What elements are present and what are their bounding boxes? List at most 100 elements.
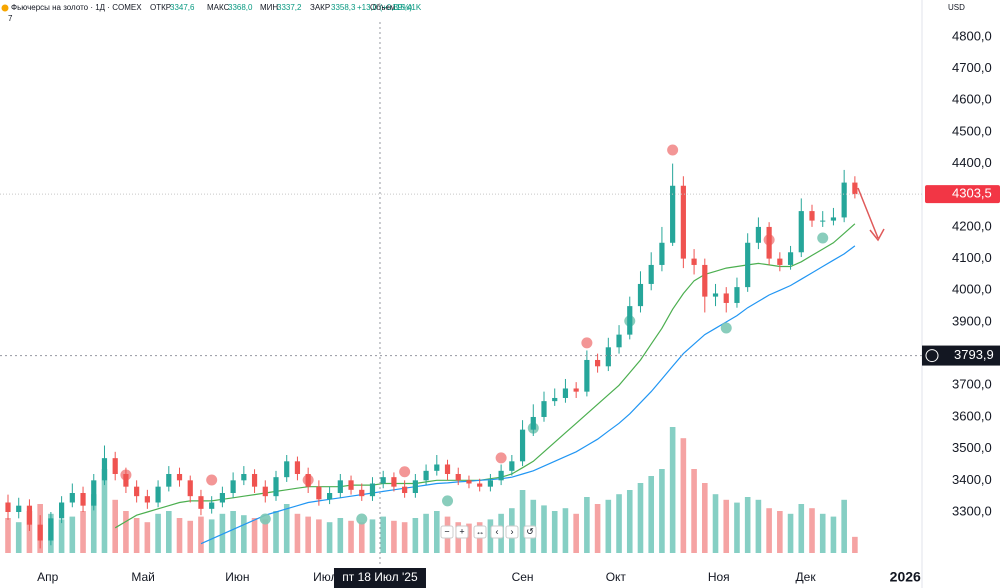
volume-bar [680,438,687,553]
candle-body [444,464,451,474]
signal-marker [581,337,593,349]
candle-body [166,473,172,487]
currency[interactable]: USD [948,3,965,12]
volume-bar [101,469,108,553]
candle-body [584,359,590,392]
candle-body [670,185,676,243]
volume-bar [251,518,258,553]
candle-body [337,480,343,493]
candle-body [573,388,579,392]
zoom-out-button[interactable] [440,525,454,539]
volume-bar [112,499,118,553]
candle-body [766,226,772,259]
scroll-right-button[interactable] [505,525,519,539]
candle-body [262,486,268,497]
volume-bar [809,508,815,553]
candle-body [316,486,322,500]
candle-body [734,287,740,303]
crosshair-plus [925,349,939,363]
last-price-badge [925,185,1000,204]
volume-bar [744,497,751,553]
reset-button[interactable] [523,525,537,539]
volume-bar [423,513,429,553]
candle-body [745,242,751,288]
candle-body [198,496,204,509]
candle-body [359,489,365,497]
volume-bar [841,499,847,553]
signal-marker [259,513,271,525]
candle-body [820,220,826,222]
scroll-left-button[interactable] [490,525,504,539]
volume-bar [241,515,247,553]
signal-marker [356,513,368,525]
candle-body [466,480,472,484]
candle-body [284,461,290,478]
signal-marker [667,144,679,156]
symbol-icon [1,4,9,12]
volume-bar [551,511,558,553]
volume-bar [294,513,301,553]
signal-marker [206,474,218,486]
volume-bar [584,497,590,553]
volume-bar [819,513,826,553]
candle-body [627,306,633,335]
candle-body [552,397,558,402]
y-tick-label: 3400,0 [952,472,992,487]
candle-body [91,480,97,506]
volume-bar [219,513,226,553]
volume-bar [637,483,644,553]
x-tick-label: Июл [313,570,337,584]
candle-body [219,492,225,503]
candle-body [209,502,215,509]
volume-bar [230,511,236,553]
candle-body [723,293,729,303]
signal-marker [817,232,829,244]
y-tick-label: 3900,0 [952,313,992,328]
volume-bar [391,520,397,553]
change: +13,0 (+0,39%) [357,3,412,12]
volume-bar [605,499,612,553]
last-price-label: 4303,5 [952,186,992,201]
candle-body [80,492,86,506]
candle-body [637,283,644,307]
toolbar-icon: ‹ [496,526,499,536]
candle-body [541,401,547,417]
zoom-in-button[interactable] [455,525,469,539]
candle-body [423,470,429,481]
volume-bar [305,516,311,553]
moving-average [114,223,856,529]
indicators-count[interactable]: 7 [8,14,13,23]
volume-bar [144,522,151,553]
candle-body [112,458,118,474]
y-tick-label: 4100,0 [952,250,992,265]
candle-body [787,252,794,265]
volume-bar [648,476,654,553]
volume-bar [187,520,194,553]
y-tick-label: 4500,0 [952,123,992,138]
y-tick-label: 3700,0 [952,377,992,392]
fit-button[interactable] [473,525,487,539]
toolbar-icon: › [511,526,514,536]
candle-body [123,473,129,487]
candle-body [48,518,54,541]
volume-bar [166,511,172,553]
volume-bar [316,519,322,553]
y-tick-label: 4200,0 [952,218,992,233]
volume-bar [852,536,858,553]
volume-bar [369,519,376,553]
candle-body [841,182,847,218]
candle-body [852,182,858,195]
signal-marker [495,452,507,464]
volume-bar [155,513,161,553]
high-label: МАКС [207,3,230,12]
volume-bar [712,494,719,553]
volume-bar [541,505,547,553]
signal-marker [442,495,454,507]
toolbar-icon: ↺ [526,526,534,536]
title: Фьючерсы на золото · 1Д · COMEX [11,3,142,12]
date-badge [333,568,426,588]
volume-bar [283,504,290,553]
toolbar-icon: + [459,526,464,536]
candle-body [530,416,536,430]
candle-body [230,480,236,493]
